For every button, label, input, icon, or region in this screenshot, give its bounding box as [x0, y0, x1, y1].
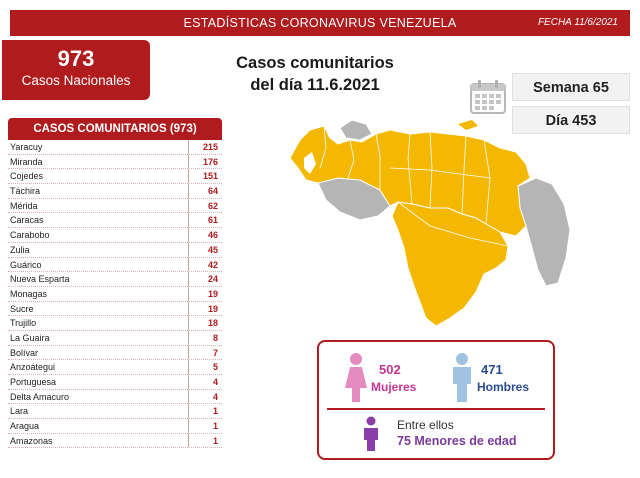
state-name: Trujillo	[10, 318, 37, 329]
state-value: 5	[188, 360, 222, 374]
table-row: Yaracuy 215	[8, 140, 222, 155]
state-value: 42	[188, 257, 222, 272]
state-name: Carabobo	[10, 230, 50, 241]
community-cases-table: CASOS COMUNITARIOS (973) Yaracuy 215 Miran…	[8, 118, 222, 449]
state-value: 64	[188, 184, 222, 198]
state-name: Táchira	[10, 186, 41, 197]
page-title-line2: del día 11.6.2021	[250, 76, 380, 94]
table-row: Caracas 61	[8, 213, 222, 229]
national-cases-count: 973	[57, 46, 95, 71]
table-row: Monagas 19	[8, 286, 222, 302]
table-row: Delta Amacuro 4	[8, 389, 222, 405]
state-value: 7	[188, 345, 222, 360]
state-value: 1	[188, 433, 222, 448]
state-value: 1	[188, 419, 222, 433]
minors-label: Menores de edad	[414, 434, 517, 448]
map-region-north-gray	[339, 119, 373, 141]
table-row: Portuguesa 4	[8, 375, 222, 390]
table-row: Táchira 64	[8, 184, 222, 199]
state-name: Guárico	[10, 259, 42, 270]
state-name: Yaracuy	[10, 142, 43, 152]
state-name: Miranda	[10, 156, 43, 167]
table-row: Cojedes 151	[8, 169, 222, 185]
state-name: Sucre	[10, 303, 34, 314]
table-row: Amazonas 1	[8, 433, 222, 449]
state-value: 61	[188, 213, 222, 228]
state-name: Bolívar	[10, 347, 39, 358]
state-name: Mérida	[10, 200, 38, 211]
state-value: 215	[188, 140, 222, 154]
women-label: Mujeres	[371, 380, 417, 394]
header-date: FECHA 11/6/2021	[537, 17, 618, 28]
state-name: La Guaira	[10, 332, 50, 343]
table-row: Anzoátegui 5	[8, 360, 222, 375]
woman-icon	[345, 353, 367, 402]
state-name: Lara	[10, 406, 29, 417]
state-value: 151	[188, 169, 222, 184]
page-title-line1: Casos comunitarios	[236, 54, 394, 72]
man-icon	[453, 353, 471, 402]
table-row: Zulia 45	[8, 242, 222, 258]
header-bar: ESTADÍSTICAS CORONAVIRUS VENEZUELA FECHA…	[10, 10, 630, 36]
state-name: Portuguesa	[10, 377, 57, 387]
table-row: Guárico 42	[8, 257, 222, 273]
map-lake-maracaibo	[304, 152, 316, 174]
table-header: CASOS COMUNITARIOS (973)	[8, 118, 222, 140]
state-name: Anzoátegui	[10, 362, 56, 373]
table-row: Aragua 1	[8, 419, 222, 434]
table-row: Trujillo 18	[8, 316, 222, 331]
header-title: ESTADÍSTICAS CORONAVIRUS VENEZUELA	[183, 16, 457, 30]
national-cases-box: 973 Casos Nacionales	[2, 40, 150, 100]
minors-intro: Entre ellos	[397, 418, 454, 432]
state-value: 4	[188, 389, 222, 404]
table-row: Miranda 176	[8, 154, 222, 170]
state-value: 1	[188, 404, 222, 419]
table-row: Mérida 62	[8, 198, 222, 214]
calendar-icon	[470, 80, 506, 114]
table-body: Yaracuy 215 Miranda 176 Cojedes 151 Táchira 64 M…	[8, 140, 222, 449]
state-name: Caracas	[10, 215, 44, 226]
state-value: 19	[188, 301, 222, 316]
state-value: 8	[188, 330, 222, 345]
table-row: Nueva Esparta 24	[8, 272, 222, 287]
state-value: 18	[188, 316, 222, 330]
day-box: Día 453	[512, 106, 630, 134]
map-region-east-gray	[517, 177, 571, 287]
state-value: 62	[188, 198, 222, 213]
national-cases-label: Casos Nacionales	[21, 73, 131, 88]
women-count: 502	[379, 362, 401, 377]
week-box: Semana 65	[512, 73, 630, 101]
minors-count: 75	[397, 434, 411, 448]
state-name: Zulia	[10, 244, 30, 255]
table-row: Bolívar 7	[8, 345, 222, 361]
state-value: 19	[188, 286, 222, 301]
state-name: Delta Amacuro	[10, 391, 70, 402]
divider	[327, 408, 545, 410]
state-name: Cojedes	[10, 171, 44, 182]
state-name: Aragua	[10, 421, 40, 432]
table-row: Lara 1	[8, 404, 222, 420]
men-label: Hombres	[477, 380, 530, 394]
minors-line: 75 Menores de edad	[397, 434, 517, 448]
page-title: Casos comunitarios del día 11.6.2021	[210, 52, 420, 96]
table-row: Sucre 19	[8, 301, 222, 317]
state-value: 176	[188, 154, 222, 169]
state-name: Nueva Esparta	[10, 274, 70, 285]
state-value: 45	[188, 242, 222, 257]
state-name: Monagas	[10, 288, 48, 299]
venezuela-map	[289, 119, 571, 327]
child-icon	[364, 416, 378, 451]
demographics-box: 502 Mujeres 471 Hombres Entre ellos 75 M…	[317, 340, 555, 460]
state-value: 4	[188, 375, 222, 389]
state-value: 24	[188, 272, 222, 286]
map-island-margarita	[458, 120, 478, 130]
state-value: 46	[188, 228, 222, 242]
state-name: Amazonas	[10, 435, 53, 446]
table-row: Carabobo 46	[8, 228, 222, 243]
men-count: 471	[481, 362, 503, 377]
table-row: La Guaira 8	[8, 330, 222, 346]
map-region-south-affected	[391, 201, 509, 327]
